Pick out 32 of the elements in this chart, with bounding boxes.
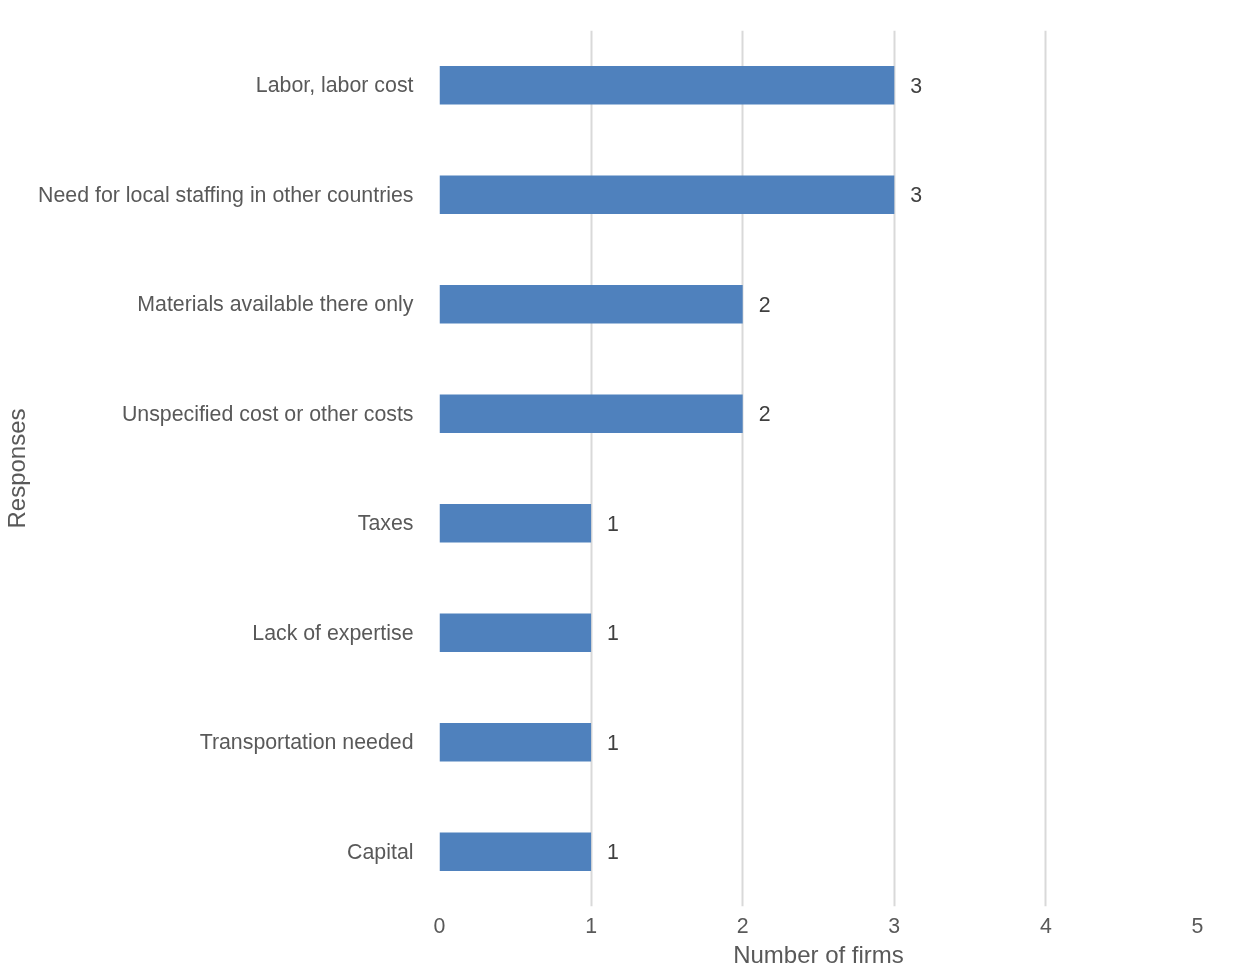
bar [439, 175, 895, 214]
x-tick-label: 5 [1191, 913, 1204, 938]
y-tick-label: Labor, labor cost [255, 73, 414, 98]
data-label: 2 [758, 402, 771, 427]
y-tick-label: Lack of expertise [252, 620, 414, 645]
bar [439, 504, 592, 543]
bar [439, 832, 592, 871]
data-label: 1 [607, 730, 619, 755]
bar [439, 285, 743, 324]
x-tick-label: 1 [585, 913, 598, 938]
data-label: 1 [607, 621, 619, 646]
y-tick-label: Materials available there only [137, 292, 414, 317]
bar [439, 723, 592, 762]
y-tick-label: Transportation needed [199, 730, 414, 755]
x-tick-label: 3 [888, 913, 901, 938]
x-tick-label: 0 [433, 913, 446, 938]
data-label: 1 [607, 840, 619, 865]
y-tick-label: Unspecified cost or other costs [121, 401, 414, 426]
data-label: 3 [910, 73, 923, 98]
y-tick-label: Need for local staffing in other countries [38, 182, 414, 207]
bar [439, 394, 743, 433]
x-tick-label: 2 [736, 913, 749, 938]
y-tick-label: Capital [347, 839, 414, 864]
x-axis-title: Number of firms [733, 940, 904, 968]
bar [439, 613, 592, 652]
data-label: 3 [910, 183, 923, 208]
data-label: 1 [607, 511, 619, 536]
x-tick-label: 4 [1039, 913, 1052, 938]
y-axis-title: Responses [3, 408, 31, 529]
y-tick-label: Taxes [357, 511, 414, 536]
data-label: 2 [758, 292, 771, 317]
bar [439, 66, 895, 105]
